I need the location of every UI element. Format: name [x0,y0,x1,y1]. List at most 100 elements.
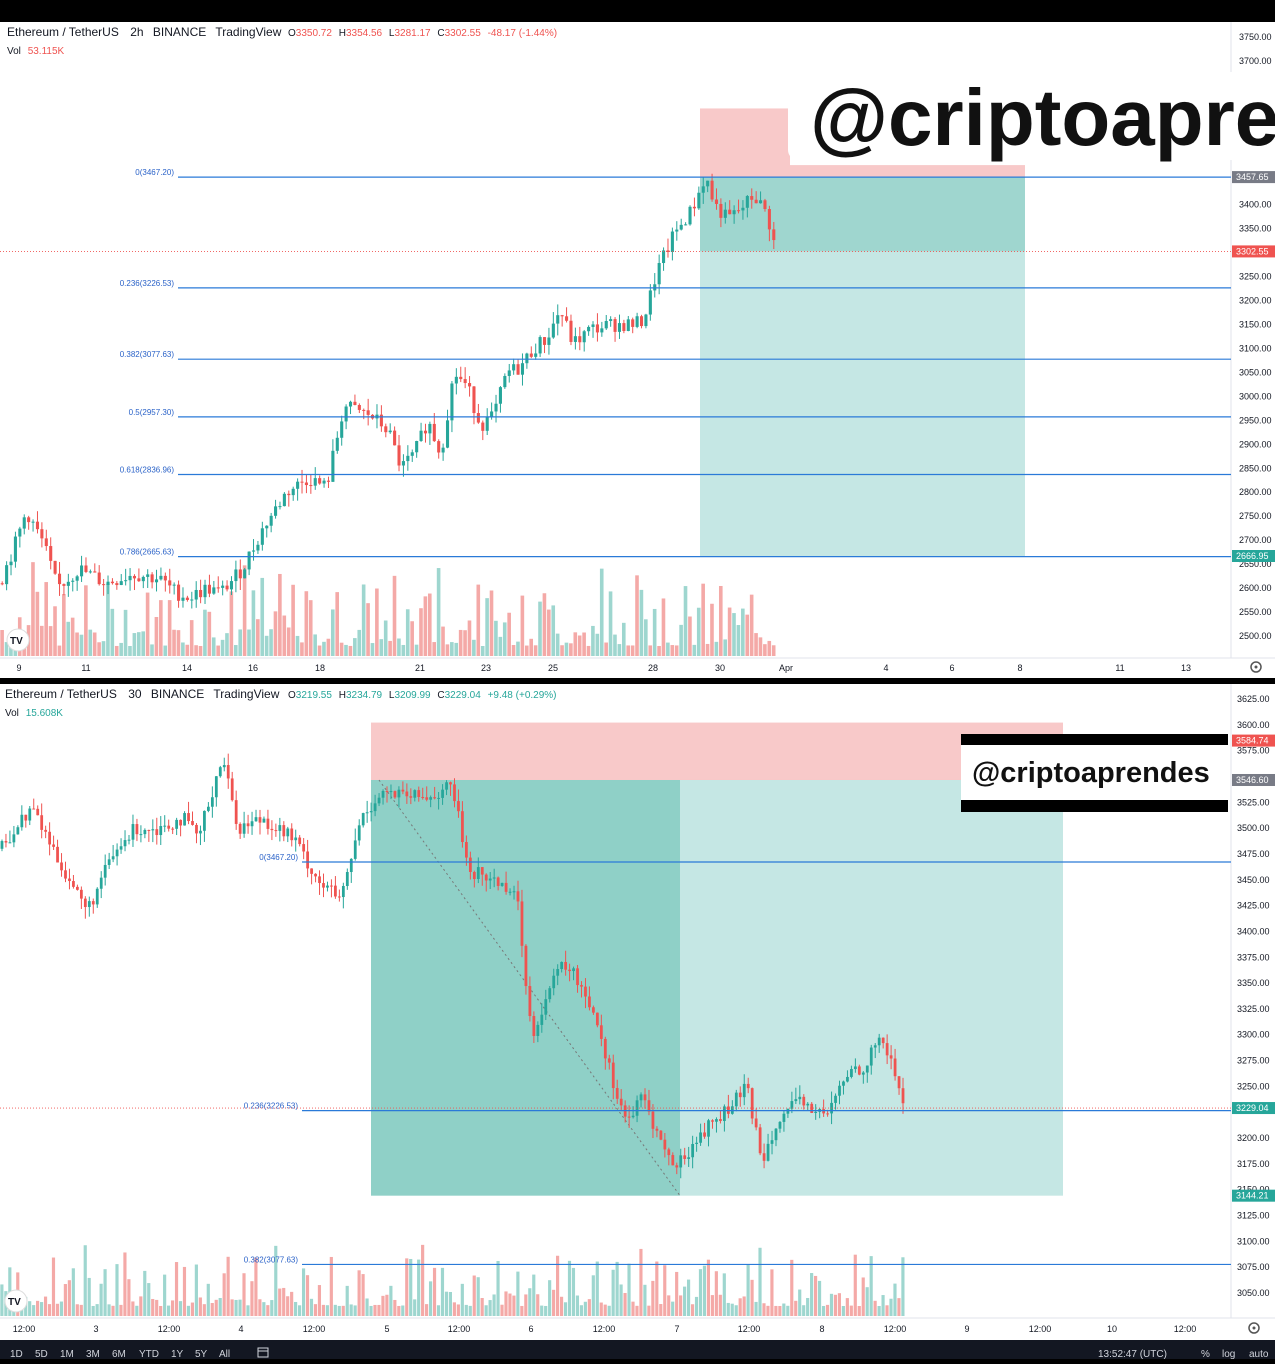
time-tick-label: 5 [384,1324,389,1334]
volume-bar [301,1268,306,1316]
candle-body [362,409,366,411]
volume-bar [782,1303,786,1316]
candle-body [551,323,555,338]
scale-option-log[interactable]: log [1222,1349,1235,1360]
volume-bar [36,1300,40,1316]
calendar-icon[interactable] [257,1347,269,1358]
range-button-5d[interactable]: 5D [35,1349,48,1360]
volume-bar [631,1301,635,1316]
range-button-all[interactable]: All [219,1349,230,1360]
candle-body [4,841,8,843]
candle-body [265,525,269,529]
volume-bar [591,625,595,656]
price-tick-label: 3100.00 [1239,343,1272,353]
volume-bar [107,1304,111,1316]
range-button-6m[interactable]: 6M [112,1349,126,1360]
chart-settings-gear-icon[interactable] [1250,661,1262,673]
volume-bar [79,1304,83,1316]
price-tick-label: 2600.00 [1239,583,1272,593]
volume-bar [754,1301,758,1316]
candle-body [459,376,463,380]
volume-bar [308,600,313,656]
scale-option-auto[interactable]: auto [1249,1349,1269,1360]
candle-body [484,874,488,881]
scale-option-percent[interactable]: % [1201,1349,1210,1360]
volume-bar [849,1305,853,1316]
range-button-ytd[interactable]: YTD [139,1349,159,1360]
volume-bar [210,1303,214,1316]
candle-body [512,891,516,893]
candle-body [778,1121,782,1129]
volume-bar [337,1305,341,1316]
volume-bar [66,621,71,656]
candle-body [318,876,321,884]
candle-body [687,1157,691,1159]
price-tick-label: 3000.00 [1239,391,1272,401]
volume-bar [635,1305,639,1316]
candle-body [419,430,423,441]
volume-bar [714,1271,718,1316]
candle-body [423,430,428,434]
candle-body [639,1094,643,1101]
price-badge [1232,734,1275,747]
volume-bar [579,1305,583,1316]
volume-bar [659,1304,663,1316]
panel-separator [0,678,1275,684]
range-button-5y[interactable]: 5Y [195,1349,208,1360]
range-button-1m[interactable]: 1M [60,1349,74,1360]
candle-body [774,1128,778,1141]
volume-bar [216,645,220,656]
candle-body [901,1088,905,1104]
volume-bar [529,638,533,656]
candle-body [64,870,67,879]
price-tick-label: 3325.00 [1237,1004,1270,1014]
candle-body [262,818,266,823]
volume-bar [575,1295,580,1316]
range-button-1y[interactable]: 1Y [171,1349,184,1360]
volume-bar [304,591,309,656]
range-button-3m[interactable]: 3M [86,1349,100,1360]
volume-bar [379,639,384,656]
volume-bar [0,1284,4,1316]
volume-bar [44,582,48,656]
candle-body [97,572,101,585]
volume-bar [771,645,776,656]
volume-bar [445,644,450,656]
volume-bar [70,617,75,656]
candle-body [337,896,341,898]
range-button-1d[interactable]: 1D [10,1349,23,1360]
time-tick-label: 12:00 [738,1324,761,1334]
volume-bar [91,1305,95,1316]
price-tick-label: 3100.00 [1237,1236,1270,1246]
volume-bar [167,600,172,656]
candle-body [40,529,44,539]
volume-bar [749,594,754,656]
candle-body [159,826,163,836]
chart-settings-gear-icon[interactable] [1248,1322,1260,1334]
price-tick-label: 2700.00 [1239,535,1272,545]
volume-bar [790,1259,794,1316]
time-tick-label: 12:00 [303,1324,326,1334]
candle-body [167,825,171,829]
candle-body [889,1055,893,1059]
volume-bar [770,1269,774,1316]
candle-body [719,203,723,218]
volume-bar [28,1301,32,1316]
candle-body [683,1155,687,1159]
volume-bar [754,633,758,656]
volume-bar [723,639,727,656]
volume-bar [79,634,84,656]
time-tick-label: 6 [949,663,954,673]
volume-bar [472,639,476,656]
volume-bar [262,1302,266,1316]
candle-body [353,401,357,406]
candle-body [168,580,172,586]
volume-bar [746,1264,750,1316]
candle-body [137,578,141,582]
candle-body [401,461,405,466]
volume-bar [335,592,339,656]
candle-body [270,828,274,831]
volume-bar [464,1304,468,1316]
candle-body [635,1100,639,1116]
volume-bar [666,642,670,656]
